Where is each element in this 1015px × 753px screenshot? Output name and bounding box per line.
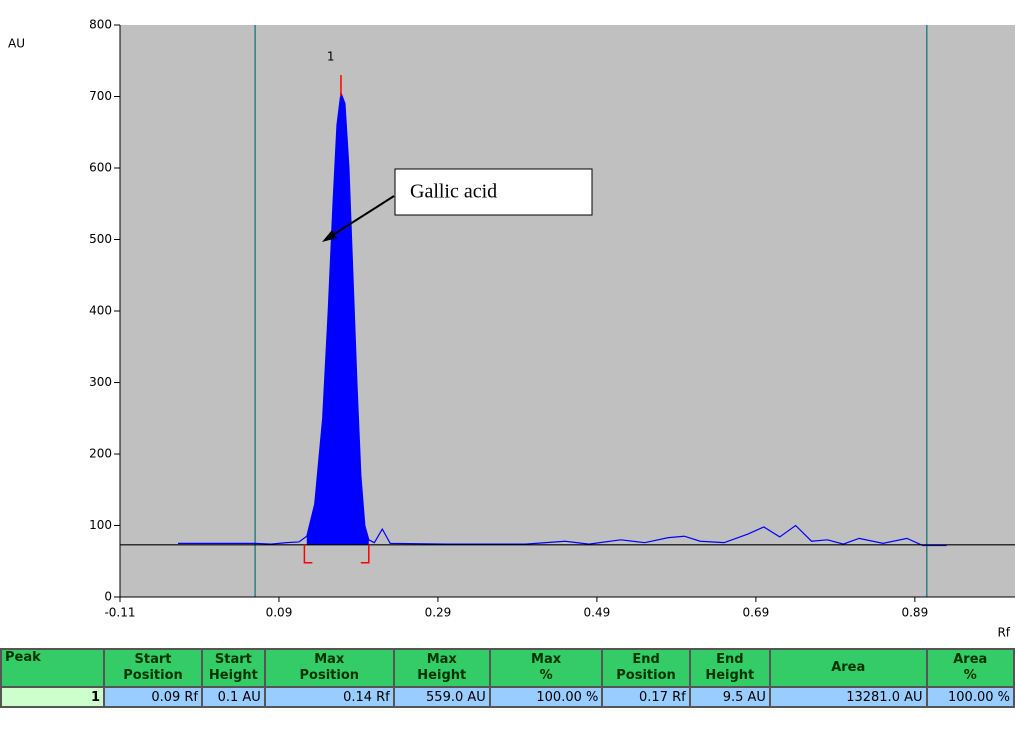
- chart: AU Rf 1 0 100 200 300 400 500 600 700 800 -0.11 0.0…: [8, 18, 1015, 640]
- table-cell: 0.14 Rf: [263, 686, 395, 708]
- table-cell: 559.0 AU: [392, 686, 491, 708]
- column-header: Max %: [488, 648, 604, 688]
- column-header: Peak: [0, 648, 106, 688]
- data-row: 1 0.09 Rf 0.1 AU 0.14 Rf 559.0 AU 100.00 % 0.1…: [0, 686, 1015, 708]
- x-tick-label: 0.09: [266, 606, 293, 620]
- column-header: End Position: [601, 648, 691, 688]
- annotation-box: [394, 168, 593, 216]
- table-cell: 100.00 %: [925, 686, 1015, 708]
- x-tick-label: 0.69: [743, 606, 770, 620]
- table-cell: 0.1 AU: [201, 686, 266, 708]
- column-header: Start Position: [103, 648, 203, 688]
- plot-background: [120, 25, 1015, 597]
- y-tick-label: 600: [89, 161, 112, 175]
- table-cell: 1: [0, 686, 106, 708]
- column-header: Area: [768, 648, 928, 688]
- signal-line: [178, 92, 947, 547]
- peak-start-marker: [303, 544, 313, 564]
- table-cell: 13281.0 AU: [768, 686, 928, 708]
- annotation-arrow: [327, 195, 395, 239]
- peak-label: 1: [327, 50, 335, 64]
- x-tick-label: -0.11: [104, 606, 135, 620]
- header-row: Peak Start Position Start Height Max Positi…: [0, 648, 1015, 688]
- table-cell: 0.17 Rf: [601, 686, 691, 708]
- column-header: Start Height: [201, 648, 266, 688]
- x-axis-label: Rf: [997, 626, 1010, 640]
- y-tick-label: 400: [89, 304, 112, 318]
- column-header: Area %: [925, 648, 1015, 688]
- column-header: End Height: [688, 648, 771, 688]
- y-tick-label: 0: [104, 590, 112, 604]
- peak-end-marker: [360, 544, 370, 564]
- annotation-arrowhead: [322, 230, 337, 242]
- table-cell: 100.00 %: [488, 686, 604, 708]
- x-tick-label: 0.49: [584, 606, 611, 620]
- column-header: Max Position: [263, 648, 395, 688]
- table-cell: 0.09 Rf: [103, 686, 203, 708]
- y-tick-label: 800: [89, 18, 112, 32]
- x-tick-label: 0.29: [425, 606, 452, 620]
- column-header: Max Height: [392, 648, 491, 688]
- y-axis-label: AU: [8, 37, 25, 51]
- y-tick-label: 700: [89, 89, 112, 103]
- x-tick-label: 0.89: [901, 606, 928, 620]
- table-cell: 9.5 AU: [688, 686, 771, 708]
- y-tick-label: 300: [89, 375, 112, 389]
- y-tick-label: 100: [89, 518, 112, 532]
- annotation: Gallic acid: [410, 181, 497, 203]
- peak-table: Peak Start Position Start Height Max Positi…: [0, 648, 1015, 708]
- peak-area: [306, 92, 369, 545]
- y-tick-label: 200: [89, 447, 112, 461]
- y-tick-label: 500: [89, 232, 112, 246]
